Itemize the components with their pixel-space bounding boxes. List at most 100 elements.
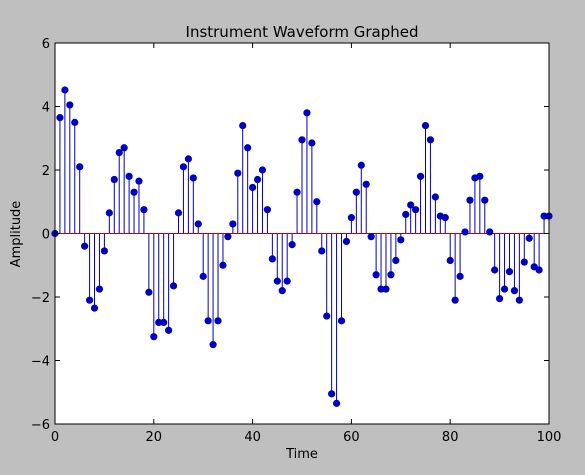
stem-marker xyxy=(95,285,104,293)
y-tick-label: −6 xyxy=(31,418,50,433)
stem-marker xyxy=(441,214,449,222)
stem-marker xyxy=(451,296,459,304)
stem-marker xyxy=(130,188,138,196)
y-tick-label: −4 xyxy=(31,355,50,370)
stem-marker xyxy=(194,220,202,228)
stem-marker xyxy=(303,109,311,117)
stem-marker xyxy=(402,210,410,219)
stem-marker xyxy=(525,234,533,242)
stem-marker xyxy=(505,268,514,276)
stem-marker xyxy=(362,180,370,188)
y-axis-label: Amplitude xyxy=(9,201,24,268)
stem-marker xyxy=(397,236,405,244)
stem-marker xyxy=(100,247,108,255)
stem-marker xyxy=(90,304,99,312)
stem-marker xyxy=(244,144,252,152)
stem-marker xyxy=(179,163,188,171)
stem-marker xyxy=(332,399,341,407)
stem-marker xyxy=(249,183,257,192)
x-tick-label: 100 xyxy=(537,430,562,445)
stem-marker xyxy=(125,172,133,180)
ticks-layer: 0 20 40 60 80 100 −6 −4 −2 0 2 4 6 xyxy=(31,37,562,445)
stem-marker xyxy=(461,228,469,236)
stem-marker xyxy=(431,193,439,201)
y-tick-label: 4 xyxy=(42,101,50,116)
stem-marker xyxy=(392,256,400,265)
stem-marker xyxy=(85,296,94,304)
stem-marker xyxy=(71,118,79,126)
stem-marker xyxy=(263,206,272,214)
stem-marker xyxy=(377,285,385,293)
stem-marker xyxy=(328,390,336,398)
stem-marker xyxy=(293,188,301,196)
stem-marker xyxy=(160,318,168,326)
stem-marker xyxy=(150,333,158,341)
stem-marker xyxy=(318,247,326,255)
stem-marker xyxy=(165,326,173,334)
stem-marker xyxy=(520,258,528,266)
stem-marker xyxy=(189,174,197,182)
stem-marker xyxy=(476,172,484,180)
stem-marker xyxy=(110,175,118,184)
stem-marker xyxy=(184,155,192,163)
chart-title: Instrument Waveform Graphed xyxy=(186,23,419,41)
stem-marker xyxy=(308,139,316,147)
stem-marker xyxy=(115,148,123,157)
stem-marker xyxy=(76,163,84,171)
stem-marker xyxy=(120,144,128,152)
x-tick-label: 20 xyxy=(146,430,163,445)
x-tick-label: 0 xyxy=(51,430,59,445)
stem-marker xyxy=(486,228,494,236)
stem-marker xyxy=(446,256,454,265)
stem-marker xyxy=(421,121,430,130)
stem-marker xyxy=(456,272,464,280)
stem-marker xyxy=(174,209,183,217)
stem-marker xyxy=(535,266,543,274)
stem-marker xyxy=(367,233,375,241)
stem-marker xyxy=(145,288,153,296)
y-tick-label: 6 xyxy=(42,37,50,52)
stem-marker xyxy=(491,266,499,274)
stem-marker xyxy=(387,271,395,279)
stem-marker xyxy=(81,242,89,250)
stem-marker xyxy=(466,196,474,204)
stem-marker xyxy=(253,175,262,184)
stem-marker xyxy=(352,188,360,196)
stem-marker xyxy=(61,86,69,94)
stem-marker xyxy=(278,287,286,295)
stem-marker xyxy=(515,296,523,304)
x-axis-label: Time xyxy=(285,447,318,462)
stems-layer xyxy=(59,89,550,404)
stem-marker xyxy=(357,161,365,169)
stem-marker xyxy=(407,201,415,209)
stem-marker xyxy=(337,317,346,325)
stem-marker xyxy=(288,241,296,249)
stem-marker xyxy=(283,277,291,285)
x-tick-label: 60 xyxy=(343,430,360,445)
x-tick-label: 40 xyxy=(244,430,261,445)
y-tick-label: −2 xyxy=(31,291,50,306)
stem-marker xyxy=(224,233,232,241)
stem-marker xyxy=(268,255,276,263)
stem-marker xyxy=(56,114,64,122)
stem-marker xyxy=(239,121,247,130)
stem-marker xyxy=(342,237,351,246)
y-tick-label: 0 xyxy=(42,228,50,243)
markers-layer xyxy=(51,86,553,407)
stem-marker xyxy=(416,172,425,180)
y-tick-label: 2 xyxy=(42,164,50,179)
stem-marker xyxy=(298,136,306,144)
stem-marker xyxy=(66,101,74,109)
stem-marker xyxy=(372,271,380,279)
stem-marker xyxy=(273,277,281,285)
stem-marker xyxy=(426,136,435,144)
stem-marker xyxy=(204,317,212,325)
stem-marker xyxy=(140,206,148,214)
stem-marker xyxy=(214,317,222,325)
stem-marker xyxy=(510,287,519,295)
stem-marker xyxy=(347,214,355,222)
stem-marker xyxy=(234,169,242,177)
stem-marker xyxy=(155,318,163,326)
